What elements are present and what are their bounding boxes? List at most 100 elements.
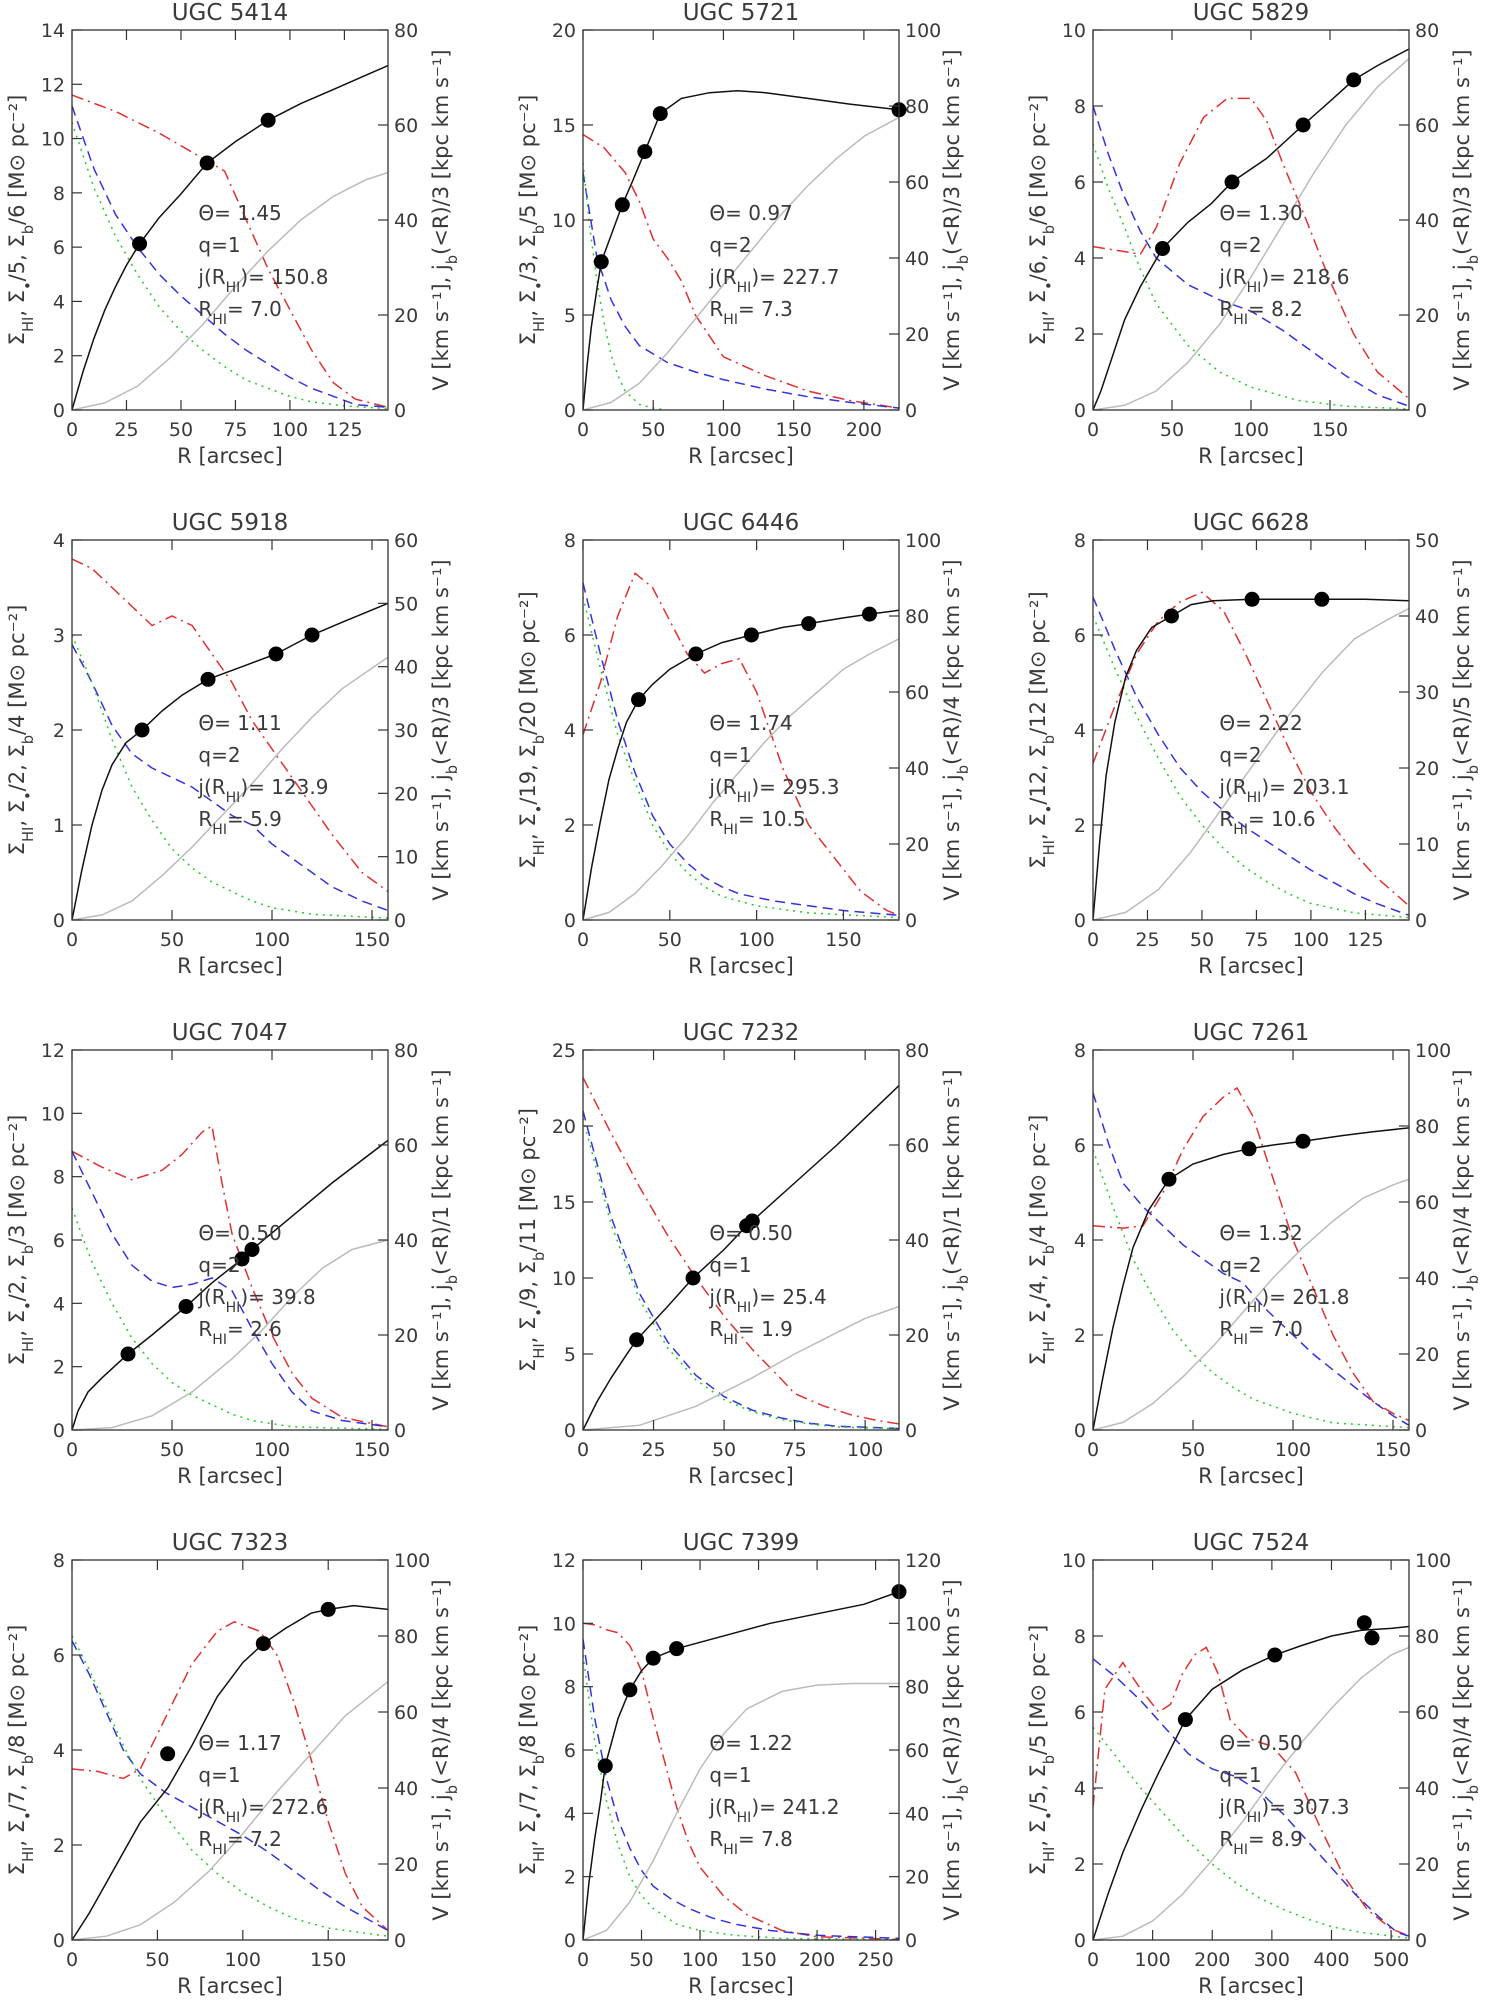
annotation-j: j(RHI)= 227.7 xyxy=(708,265,839,296)
y-tick-label-left: 2 xyxy=(564,1867,576,1889)
y-tick-label-right: 0 xyxy=(394,910,406,932)
curves xyxy=(72,1124,388,1430)
x-tick-label: 0 xyxy=(66,419,78,441)
series-jb xyxy=(583,1682,899,1940)
data-point xyxy=(1155,241,1171,256)
y-axis-label-right: V [km s⁻¹], jb(<R)/3 [kpc km s⁻¹] xyxy=(429,559,461,900)
y-tick-label-right: 100 xyxy=(905,530,941,552)
annotation-theta: Θ= 1.22 xyxy=(709,1731,792,1755)
y-tick-label-left: 8 xyxy=(1074,96,1086,118)
y-tick-label-right: 0 xyxy=(905,400,917,422)
data-point xyxy=(1177,1712,1193,1728)
x-tick-label: 0 xyxy=(66,1439,78,1461)
y-tick-label-left: 2 xyxy=(53,1835,65,1857)
y-axis-label-left: ΣHI, Σ•/3, Σb/5 [M⊙ pc⁻²] xyxy=(516,95,548,346)
series-s_hi xyxy=(583,1622,899,1940)
y-tick-label-right: 20 xyxy=(394,305,418,327)
curves xyxy=(72,1604,388,1940)
y-tick-label-left: 4 xyxy=(53,1740,65,1762)
x-tick-label: 0 xyxy=(577,1949,589,1971)
series-s_hi xyxy=(72,1620,388,1932)
y-tick-label-left: 6 xyxy=(1074,625,1086,647)
y-tick-label-right: 100 xyxy=(1415,1040,1451,1062)
y-tick-label-left: 6 xyxy=(1074,1702,1086,1724)
panel-ugc-7232: UGC 7232 0 25 50 75 100 0 5 10 15 20 25 0 20 40 60 80 R [… xyxy=(516,1020,972,1488)
data-point xyxy=(743,627,759,643)
data-point xyxy=(652,106,668,122)
y-tick-label-right: 20 xyxy=(905,324,929,346)
y-axis-label-right: V [km s⁻¹], jb(<R)/3 [kpc km s⁻¹] xyxy=(940,49,972,390)
series-s_b xyxy=(72,1635,388,1937)
y-tick-label-left: 20 xyxy=(552,20,576,42)
series-s_hi xyxy=(1093,97,1409,400)
y-tick-label-right: 80 xyxy=(1415,20,1439,42)
x-tick-label: 100 xyxy=(225,1949,261,1971)
y-tick-label-right: 30 xyxy=(1415,682,1439,704)
x-tick-label: 50 xyxy=(712,1439,736,1461)
annotation-rhi: RHI= 7.3 xyxy=(709,297,792,328)
y-tick-label-right: 60 xyxy=(394,115,418,137)
y-tick-label-right: 60 xyxy=(1415,115,1439,137)
series-vrot xyxy=(72,64,388,410)
series-s_star xyxy=(72,105,388,409)
x-tick-label: 50 xyxy=(641,419,665,441)
series-s_b xyxy=(583,1654,899,1940)
y-tick-label-right: 20 xyxy=(394,783,418,805)
y-tick-label-left: 15 xyxy=(552,115,576,137)
annotation-q: q=2 xyxy=(1219,233,1261,257)
x-axis-label: R [arcsec] xyxy=(177,444,283,468)
annotation-rhi: RHI= 10.5 xyxy=(709,807,805,838)
x-axis-label: R [arcsec] xyxy=(688,444,794,468)
x-axis-label: R [arcsec] xyxy=(688,1464,794,1488)
y-tick-label-left: 12 xyxy=(552,1550,576,1572)
y-tick-label-right: 50 xyxy=(1415,530,1439,552)
annotation-j: j(RHI)= 150.8 xyxy=(197,265,328,296)
series-vrot xyxy=(583,609,899,920)
y-tick-label-right: 80 xyxy=(905,1677,929,1699)
panel-title: UGC 7399 xyxy=(683,1530,800,1556)
x-tick-label: 50 xyxy=(629,1949,653,1971)
y-tick-label-right: 20 xyxy=(905,1325,929,1347)
y-tick-label-left: 10 xyxy=(41,1103,65,1125)
y-tick-label-right: 20 xyxy=(394,1854,418,1876)
data-point xyxy=(178,1299,194,1314)
y-tick-label-right: 120 xyxy=(905,1550,941,1572)
series-s_b xyxy=(583,162,668,410)
plot-frame xyxy=(1092,1559,1410,1941)
annotation-q: q=1 xyxy=(709,1253,751,1277)
y-tick-label-right: 100 xyxy=(394,1550,430,1572)
annotation-j: j(RHI)= 241.2 xyxy=(708,1795,839,1826)
y-tick-label-right: 100 xyxy=(905,1613,941,1635)
x-tick-label: 100 xyxy=(1293,929,1329,951)
y-tick-label-right: 60 xyxy=(905,682,929,704)
panel-title: UGC 6628 xyxy=(1193,510,1310,536)
panel-ugc-6628: UGC 6628 0 25 50 75 100 125 0 2 4 6 8 0 10 20 30 40 50 R [… xyxy=(1026,510,1482,978)
x-tick-label: 150 xyxy=(740,1949,776,1971)
y-tick-label-right: 0 xyxy=(394,1420,406,1442)
x-tick-label: 50 xyxy=(1160,419,1184,441)
data-point xyxy=(801,616,817,632)
y-tick-label-left: 8 xyxy=(564,530,576,552)
x-tick-label: 150 xyxy=(354,929,390,951)
y-axis-label-left: ΣHI, Σ•/5, Σb/6 [M⊙ pc⁻²] xyxy=(5,95,37,346)
series-jb xyxy=(72,171,388,410)
y-tick-label-left: 2 xyxy=(1074,1854,1086,1876)
data-point xyxy=(320,1601,336,1617)
x-tick-label: 250 xyxy=(857,1949,893,1971)
y-tick-label-left: 6 xyxy=(564,625,576,647)
annotation-rhi: RHI= 8.9 xyxy=(1219,1827,1302,1858)
y-tick-label-right: 40 xyxy=(905,758,929,780)
y-axis-label-right: V [km s⁻¹], jb(<R)/4 [kpc km s⁻¹] xyxy=(1450,1069,1482,1410)
data-point xyxy=(744,1213,760,1229)
data-point xyxy=(688,646,704,662)
y-tick-label-right: 10 xyxy=(394,847,418,869)
annotation-theta: Θ= 0.50 xyxy=(198,1221,281,1245)
y-tick-label-right: 30 xyxy=(394,720,418,742)
curves xyxy=(72,558,388,920)
y-tick-label-right: 20 xyxy=(1415,1854,1439,1876)
y-tick-label-left: 0 xyxy=(1074,400,1086,422)
y-tick-label-left: 6 xyxy=(1074,172,1086,194)
annotation-rhi: RHI= 7.0 xyxy=(1219,1317,1302,1348)
x-tick-label: 100 xyxy=(738,929,774,951)
panel-title: UGC 5918 xyxy=(172,510,289,536)
